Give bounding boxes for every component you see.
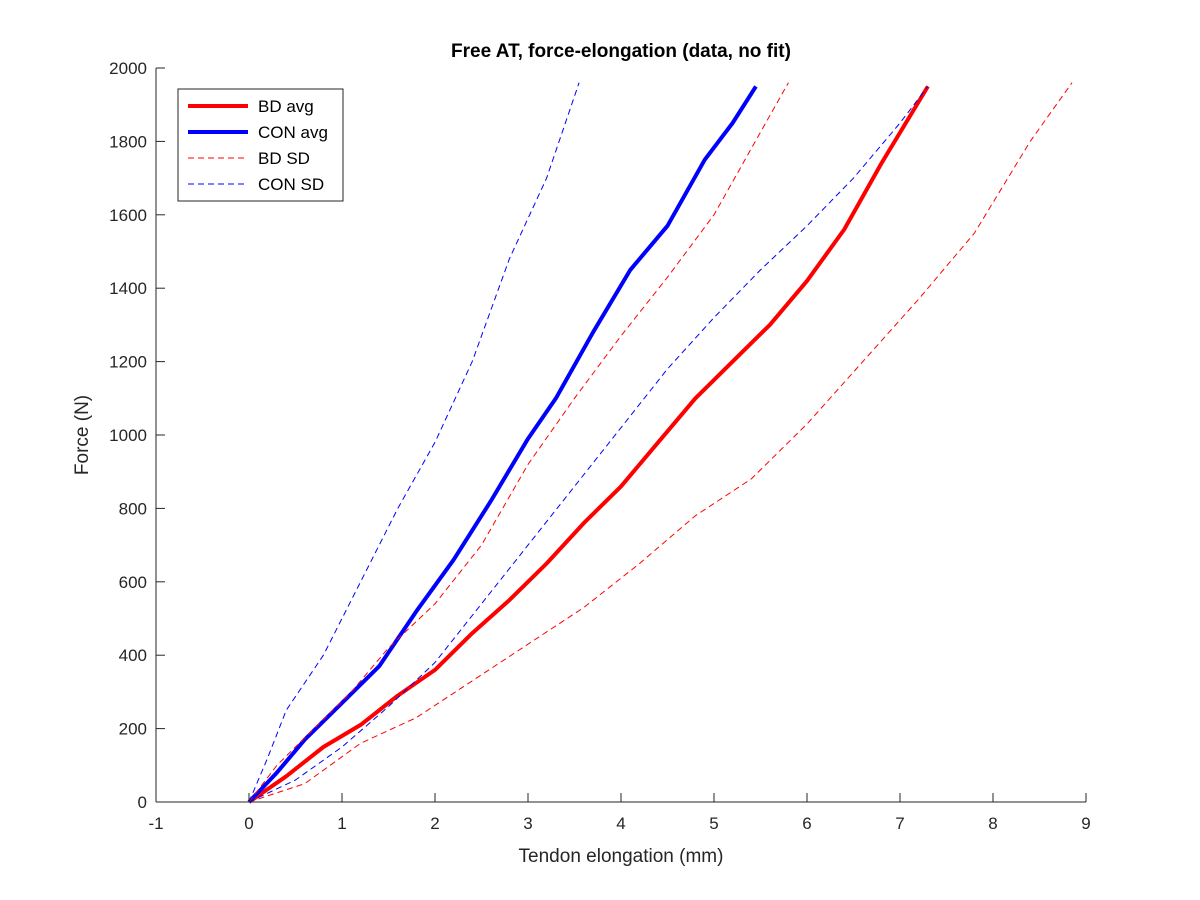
series-layer (247, 82, 1073, 804)
y-tick-label: 1600 (109, 206, 147, 225)
y-tick-label: 1200 (109, 353, 147, 372)
legend-label: CON avg (258, 123, 328, 142)
series-line-con-avg-1 (247, 85, 758, 804)
x-tick-label: 3 (523, 814, 532, 833)
axes-layer: -1 0 1 2 3 4 5 6 7 8 90200400600800100012001400160… (109, 59, 1091, 833)
x-tick-label: 4 (616, 814, 625, 833)
series-line-con-sd-5 (248, 86, 929, 803)
series-line-bd-sd-2 (248, 82, 789, 803)
x-tick-label: 8 (988, 814, 997, 833)
y-tick-label: 1800 (109, 132, 147, 151)
x-tick-label: 9 (1081, 814, 1090, 833)
y-tick-label: 200 (119, 720, 147, 739)
y-axis-label: Force (N) (72, 395, 93, 475)
x-tick-label: 6 (802, 814, 811, 833)
legend-label: BD SD (258, 149, 310, 168)
y-tick-label: 800 (119, 499, 147, 518)
x-tick-label: 1 (337, 814, 346, 833)
legend: BD avg CON avg BD SD CON SD (177, 88, 344, 202)
series-line-bd-avg-0 (247, 85, 930, 804)
y-tick-label: 400 (119, 646, 147, 665)
y-tick-label: 1400 (109, 279, 147, 298)
y-tick-label: 1000 (109, 426, 147, 445)
legend-label: CON SD (258, 175, 324, 194)
x-tick-label: 5 (709, 814, 718, 833)
x-tick-label: -1 (148, 814, 163, 833)
legend-label: BD avg (258, 97, 314, 116)
x-tick-label: 2 (430, 814, 439, 833)
y-tick-label: 0 (138, 793, 147, 812)
x-tick-label: 7 (895, 814, 904, 833)
plot-area: -1 0 1 2 3 4 5 6 7 8 90200400600800100012001400160… (109, 59, 1091, 833)
y-tick-label: 600 (119, 573, 147, 592)
series-line-con-sd-4 (248, 82, 580, 803)
x-tick-label: 0 (244, 814, 253, 833)
x-axis-label: Tendon elongation (mm) (519, 846, 724, 867)
chart-title: Free AT, force-elongation (data, no fit) (451, 41, 791, 62)
y-tick-label: 2000 (109, 59, 147, 78)
